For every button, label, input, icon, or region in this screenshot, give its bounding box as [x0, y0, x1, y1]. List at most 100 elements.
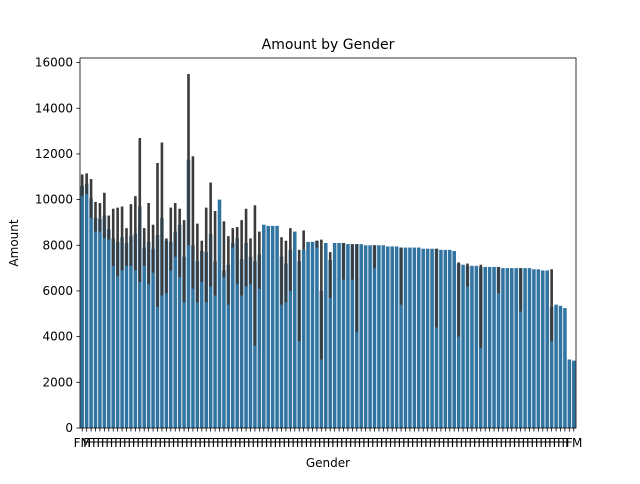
- y-axis-ticks: 0 2000 4000 6000 8000 10000 12000 14000 16000: [35, 56, 80, 435]
- bar: [297, 261, 301, 428]
- bar: [328, 260, 332, 428]
- y-tick-label: 14000: [35, 101, 73, 115]
- bar: [452, 250, 456, 428]
- bar: [430, 248, 434, 428]
- bar: [324, 243, 328, 428]
- bar: [421, 248, 425, 428]
- x-tick-label: F: [375, 436, 382, 450]
- bar: [275, 225, 279, 428]
- bar: [363, 245, 368, 428]
- bar: [169, 241, 173, 428]
- bar: [217, 199, 222, 428]
- x-tick-label: F: [220, 436, 227, 450]
- x-tick-label: F: [287, 436, 294, 450]
- x-tick-label: F: [424, 436, 431, 450]
- bar: [355, 244, 359, 428]
- bar: [244, 243, 248, 428]
- x-tick-label: F: [402, 436, 409, 450]
- bar: [518, 268, 523, 428]
- errorbars-layer: [80, 73, 553, 360]
- x-tick-label: F: [101, 436, 108, 450]
- x-tick-label: F: [322, 436, 329, 450]
- bar: [111, 238, 115, 428]
- x-tick-label: F: [548, 436, 555, 450]
- bar: [549, 306, 554, 428]
- x-tick-label: F: [331, 436, 338, 450]
- bar: [567, 359, 572, 428]
- x-tick-label: F: [468, 436, 475, 450]
- x-tick-label: F: [464, 436, 471, 450]
- bar: [350, 244, 355, 428]
- bar: [501, 268, 505, 428]
- bar: [514, 268, 518, 428]
- x-tick-label: F: [539, 436, 546, 450]
- bar: [129, 236, 133, 428]
- bar: [390, 246, 394, 428]
- x-tick-label: F: [318, 436, 325, 450]
- x-tick-label: F: [207, 436, 214, 450]
- bar: [399, 247, 403, 428]
- x-tick-label: F: [96, 436, 103, 450]
- x-tick-label: F: [349, 436, 356, 450]
- x-tick-label: F: [225, 436, 232, 450]
- x-tick-label: F: [141, 436, 148, 450]
- x-tick-label: F: [336, 436, 343, 450]
- bar: [124, 243, 129, 428]
- bar: [310, 241, 315, 428]
- bar: [200, 250, 204, 428]
- x-tick-label: F: [566, 436, 573, 450]
- bar: [554, 304, 558, 428]
- bar: [164, 240, 169, 428]
- x-tick-label: F: [163, 436, 170, 450]
- bar: [412, 247, 417, 428]
- x-tick-label: F: [88, 436, 95, 450]
- bar: [306, 241, 310, 428]
- bar: [510, 268, 514, 428]
- bar: [381, 245, 386, 428]
- bar: [315, 240, 319, 428]
- bar: [456, 263, 461, 428]
- bar: [301, 249, 306, 428]
- bar: [80, 185, 84, 428]
- x-tick-label: F: [300, 436, 307, 450]
- bar: [177, 224, 182, 428]
- x-tick-label: F: [260, 436, 267, 450]
- x-tick-label: F: [181, 436, 188, 450]
- x-tick-label: F: [482, 436, 489, 450]
- x-tick-label: F: [119, 436, 126, 450]
- x-tick-label: F: [198, 436, 205, 450]
- bar: [208, 233, 213, 428]
- x-tick-label: F: [473, 436, 480, 450]
- x-tick-label: F: [526, 436, 533, 450]
- x-tick-label: F: [309, 436, 316, 450]
- bar: [146, 241, 151, 428]
- bar: [98, 219, 102, 428]
- bar: [386, 246, 390, 428]
- bar: [461, 264, 465, 428]
- bar: [231, 243, 235, 428]
- bar: [191, 245, 195, 428]
- x-tick-label: F: [189, 436, 196, 450]
- bar: [332, 243, 337, 428]
- bar: [195, 261, 200, 428]
- x-tick-label: F: [265, 436, 272, 450]
- bar: [89, 198, 93, 428]
- bar: [492, 266, 496, 428]
- x-tick-label: F: [553, 436, 560, 450]
- x-tick-label: F: [522, 436, 529, 450]
- bar: [115, 241, 120, 428]
- x-tick-label: F: [508, 436, 515, 450]
- x-tick-label: F: [110, 436, 117, 450]
- x-axis-label: Gender: [306, 456, 350, 470]
- x-tick-label: F: [504, 436, 511, 450]
- bar: [505, 268, 510, 428]
- y-tick-label: 12000: [35, 147, 73, 161]
- bar: [293, 231, 297, 428]
- x-tick-label: F: [460, 436, 467, 450]
- x-tick-label: F: [530, 436, 537, 450]
- x-tick-label: F: [380, 436, 387, 450]
- x-tick-label: F: [194, 436, 201, 450]
- bar: [341, 243, 346, 428]
- x-tick-label: F: [150, 436, 157, 450]
